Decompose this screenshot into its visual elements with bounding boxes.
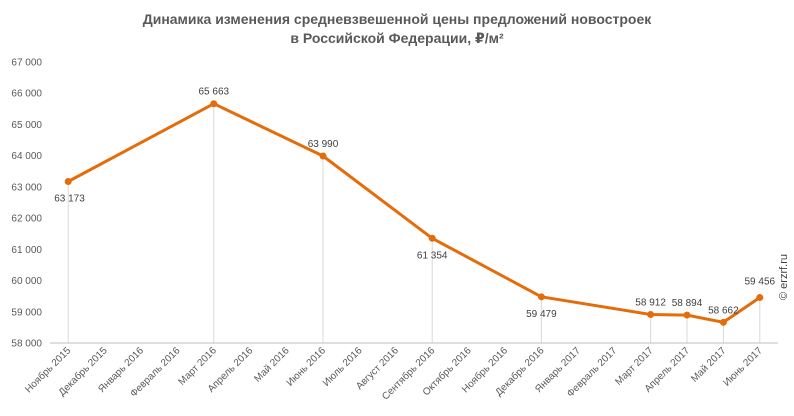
data-labels: 63 173 65 663 63 990 61 354 59 479 58 912 58 8… [54, 87, 775, 320]
data-label: 65 663 [199, 87, 230, 98]
y-tick-label: 60 000 [11, 276, 42, 287]
data-point [537, 293, 545, 301]
data-label: 63 173 [54, 193, 85, 204]
data-label: 58 662 [708, 305, 739, 316]
data-point [319, 152, 327, 160]
data-label: 59 456 [745, 277, 776, 288]
drop-lines [67, 103, 761, 343]
y-tick-label: 64 000 [11, 151, 42, 162]
series-line [67, 102, 761, 324]
x-tick-label: Июнь 2017 [721, 345, 765, 389]
data-label: 61 354 [417, 250, 448, 261]
y-tick-label: 58 000 [11, 339, 42, 350]
y-tick-label: 63 000 [11, 182, 42, 193]
y-tick-label: 67 000 [11, 58, 42, 69]
y-tick-label: 66 000 [11, 89, 42, 100]
y-tick-label: 61 000 [11, 245, 42, 256]
y-tick-label: 59 000 [11, 307, 42, 318]
chart-title: Динамика изменения средневзвешенной цены… [0, 10, 794, 48]
data-point [210, 100, 218, 108]
data-point [719, 318, 727, 326]
data-point [647, 311, 655, 319]
data-label: 58 912 [635, 298, 666, 309]
chart-title-line-2: в Российской Федерации, ₽/м² [290, 30, 504, 46]
data-label: 58 894 [672, 298, 703, 309]
data-point [64, 177, 72, 185]
y-axis-ticks: 58 000 59 000 60 000 61 000 62 000 63 000 64 0… [11, 58, 42, 350]
y-tick-label: 62 000 [11, 214, 42, 225]
chart-title-line-1: Динамика изменения средневзвешенной цены… [142, 11, 652, 27]
data-point [683, 311, 691, 319]
data-label: 59 479 [526, 309, 557, 320]
watermark: © erzrf.ru [778, 254, 790, 300]
data-point [756, 294, 764, 302]
data-markers [64, 100, 764, 326]
data-point [428, 234, 436, 242]
data-label: 63 990 [308, 139, 339, 150]
y-tick-label: 65 000 [11, 120, 42, 131]
